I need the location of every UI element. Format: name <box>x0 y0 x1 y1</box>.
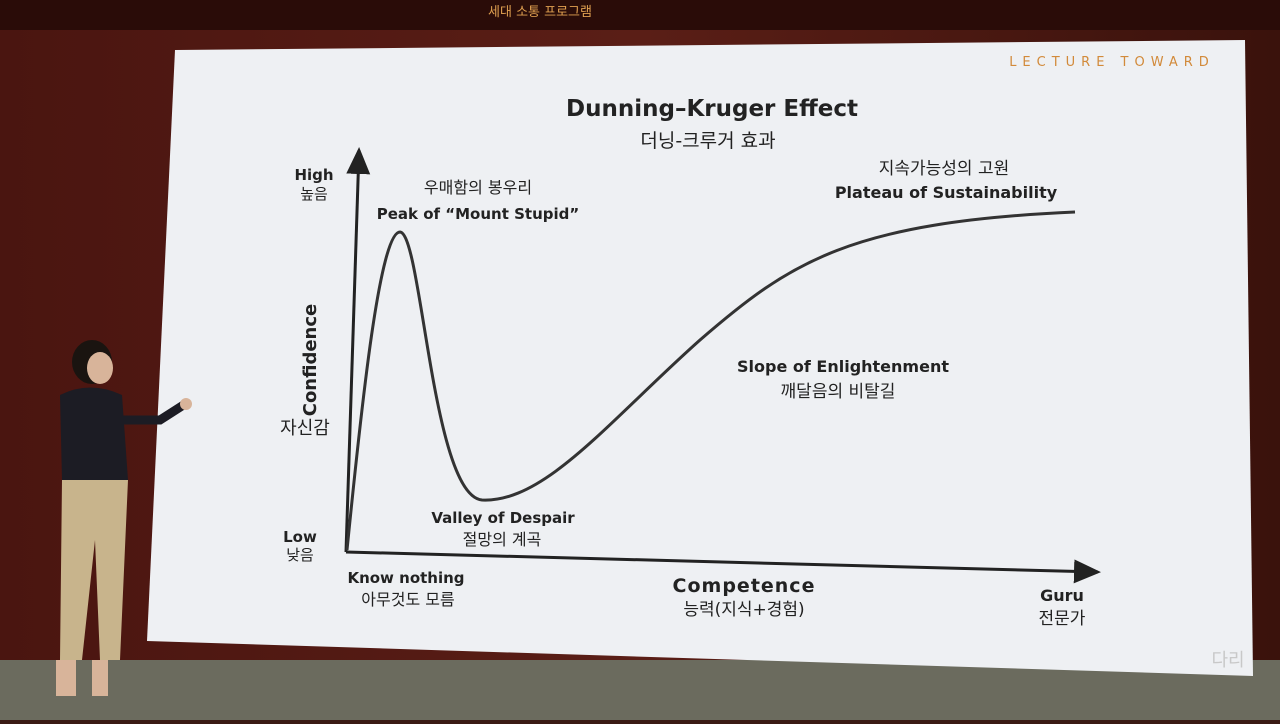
y-low-ko: 낮음 <box>286 546 314 564</box>
brand: LECTURE TOWARD <box>1009 55 1215 70</box>
banner: 세대 소통 프로그램 <box>488 5 592 20</box>
y-high-ko: 높음 <box>300 185 328 203</box>
title: Dunning–Kruger Effect <box>566 96 858 122</box>
valley: Valley of Despair <box>431 509 575 527</box>
subtitle: 더닝-크루거 효과 <box>640 130 775 152</box>
x-axis <box>345 550 1101 584</box>
slide <box>147 40 1253 676</box>
valley-ko: 절망의 계곡 <box>463 530 542 549</box>
y-high: High <box>294 166 333 184</box>
y-low: Low <box>283 528 317 546</box>
top-bar <box>0 0 1280 30</box>
curve <box>345 210 1076 551</box>
peak-ko: 우매함의 봉우리 <box>424 178 532 197</box>
x-end: Guru <box>1040 586 1084 605</box>
plateau-ko: 지속가능성의 고원 <box>879 159 1010 179</box>
y-axis <box>344 147 371 553</box>
peak: Peak of “Mount Stupid” <box>377 205 580 223</box>
y-label-ko: 자신감 <box>280 418 330 439</box>
y-label: Confidence <box>300 304 321 417</box>
x-label-ko: 능력(지식+경험) <box>683 600 804 620</box>
x-start: Know nothing <box>347 569 464 587</box>
plateau: Plateau of Sustainability <box>835 183 1058 202</box>
watermark: 다리 <box>1211 650 1244 671</box>
slope: Slope of Enlightenment <box>737 357 949 376</box>
x-label: Competence <box>673 575 816 597</box>
x-start-ko: 아무것도 모름 <box>361 590 454 609</box>
x-end-ko: 전문가 <box>1039 609 1086 629</box>
slope-ko: 깨달음의 비탈길 <box>781 382 896 402</box>
presenter <box>56 340 192 696</box>
